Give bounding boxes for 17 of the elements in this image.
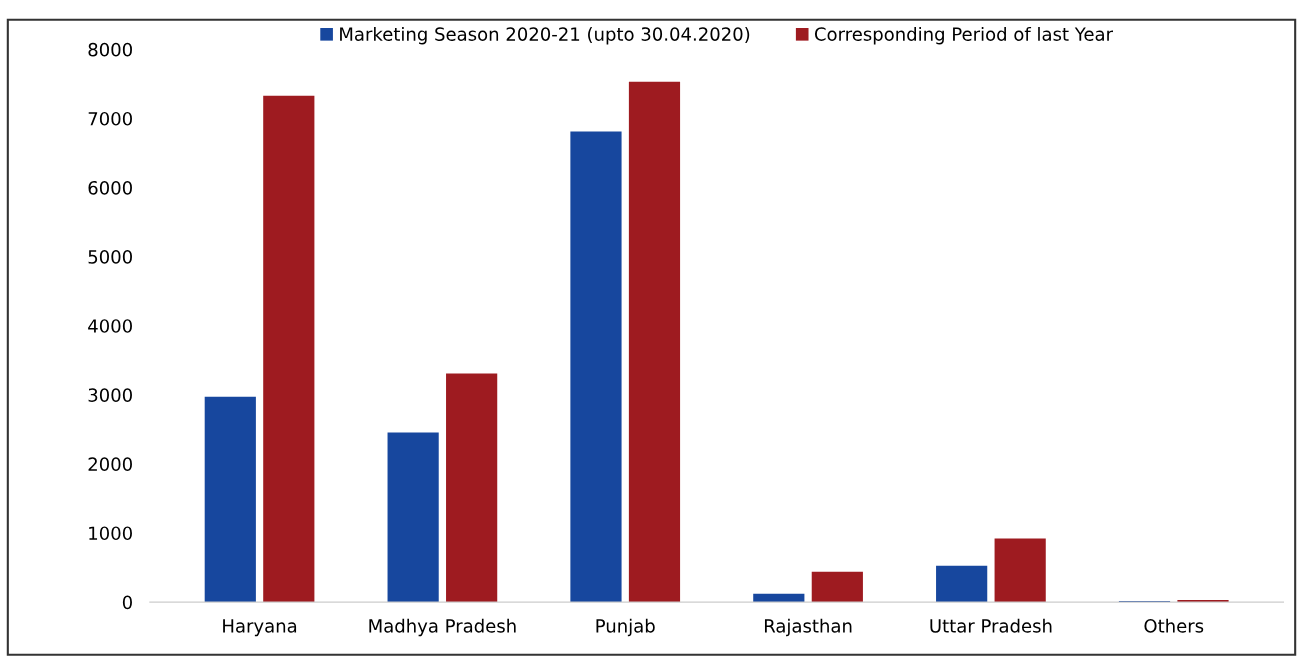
legend-label: Marketing Season 2020-21 (upto 30.04.2020) [340,26,750,45]
y-tick-label: 0 [122,595,132,610]
y-tick-label: 3000 [88,388,132,402]
x-tick-label: Haryana [223,619,297,637]
y-tick-label: 5000 [88,250,132,264]
y-tick-label: 1000 [89,526,132,541]
y-tick-label: 6000 [88,180,132,195]
x-tick-label: Rajasthan [764,618,852,637]
y-tick-label: 7000 [88,111,132,126]
y-tick-label: 8000 [88,42,132,57]
legend-label: Corresponding Period of last Year [814,26,1114,45]
x-tick-label: Madhya Pradesh [369,618,516,637]
y-tick-label: 4000 [88,319,132,333]
y-tick-label: 2000 [88,457,132,472]
x-tick-label: Uttar Pradesh [930,618,1052,633]
x-tick-label: Punjab [596,618,655,637]
x-tick-label: Others [1144,618,1204,633]
